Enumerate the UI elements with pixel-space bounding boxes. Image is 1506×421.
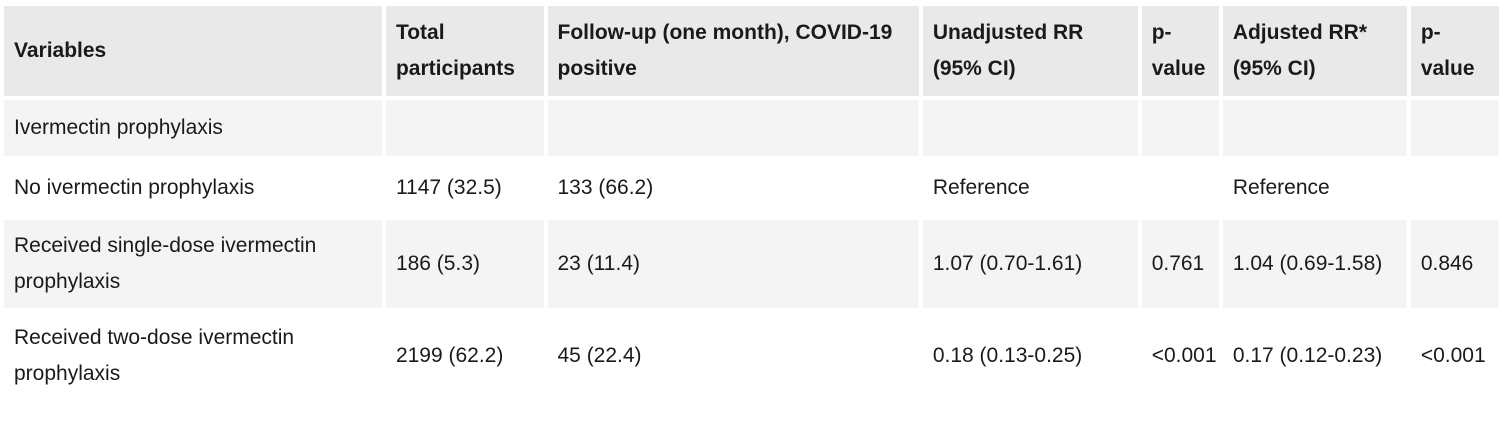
cell-unadjusted: 0.18 (0.13-0.25): [922, 312, 1138, 400]
cell-p-adjusted: [1410, 100, 1499, 156]
cell-followup: 45 (22.4): [547, 312, 919, 400]
cell-p-adjusted: <0.001: [1410, 312, 1499, 400]
cell-total: [385, 100, 544, 156]
header-adjusted-rr: Adjusted RR* (95% CI): [1222, 6, 1407, 96]
cell-adjusted: Reference: [1222, 160, 1407, 216]
cell-unadjusted: Reference: [922, 160, 1138, 216]
cell-followup: 133 (66.2): [547, 160, 919, 216]
cell-p-adjusted: 0.846: [1410, 220, 1499, 308]
header-total-participants: Total participants: [385, 6, 544, 96]
cell-followup: 23 (11.4): [547, 220, 919, 308]
header-unadjusted-rr: Unadjusted RR (95% CI): [922, 6, 1138, 96]
table-row: Ivermectin prophylaxis: [4, 100, 1499, 156]
cell-variable: Ivermectin prophylaxis: [4, 100, 382, 156]
cell-unadjusted: 1.07 (0.70-1.61): [922, 220, 1138, 308]
table-row: No ivermectin prophylaxis 1147 (32.5) 13…: [4, 160, 1499, 216]
table-header-row: Variables Total participants Follow-up (…: [4, 6, 1499, 96]
cell-p-unadjusted: [1141, 100, 1219, 156]
cell-total: 1147 (32.5): [385, 160, 544, 216]
header-variables: Variables: [4, 6, 382, 96]
header-follow-up: Follow-up (one month), COVID-19 positive: [547, 6, 919, 96]
cell-variable: No ivermectin prophylaxis: [4, 160, 382, 216]
header-p-value-adjusted: p-value: [1410, 6, 1499, 96]
cell-total: 186 (5.3): [385, 220, 544, 308]
cell-p-unadjusted: <0.001: [1141, 312, 1219, 400]
cell-adjusted: [1222, 100, 1407, 156]
cell-variable: Received single-dose ivermectin prophyla…: [4, 220, 382, 308]
cell-p-adjusted: [1410, 160, 1499, 216]
cell-unadjusted: [922, 100, 1138, 156]
cell-adjusted: 0.17 (0.12-0.23): [1222, 312, 1407, 400]
header-p-value-unadjusted: p-value: [1141, 6, 1219, 96]
cell-followup: [547, 100, 919, 156]
table-row: Received two-dose ivermectin prophylaxis…: [4, 312, 1499, 400]
cell-variable: Received two-dose ivermectin prophylaxis: [4, 312, 382, 400]
table-row: Received single-dose ivermectin prophyla…: [4, 220, 1499, 308]
cell-adjusted: 1.04 (0.69-1.58): [1222, 220, 1407, 308]
cell-p-unadjusted: 0.761: [1141, 220, 1219, 308]
results-table: Variables Total participants Follow-up (…: [0, 2, 1503, 404]
cell-p-unadjusted: [1141, 160, 1219, 216]
cell-total: 2199 (62.2): [385, 312, 544, 400]
